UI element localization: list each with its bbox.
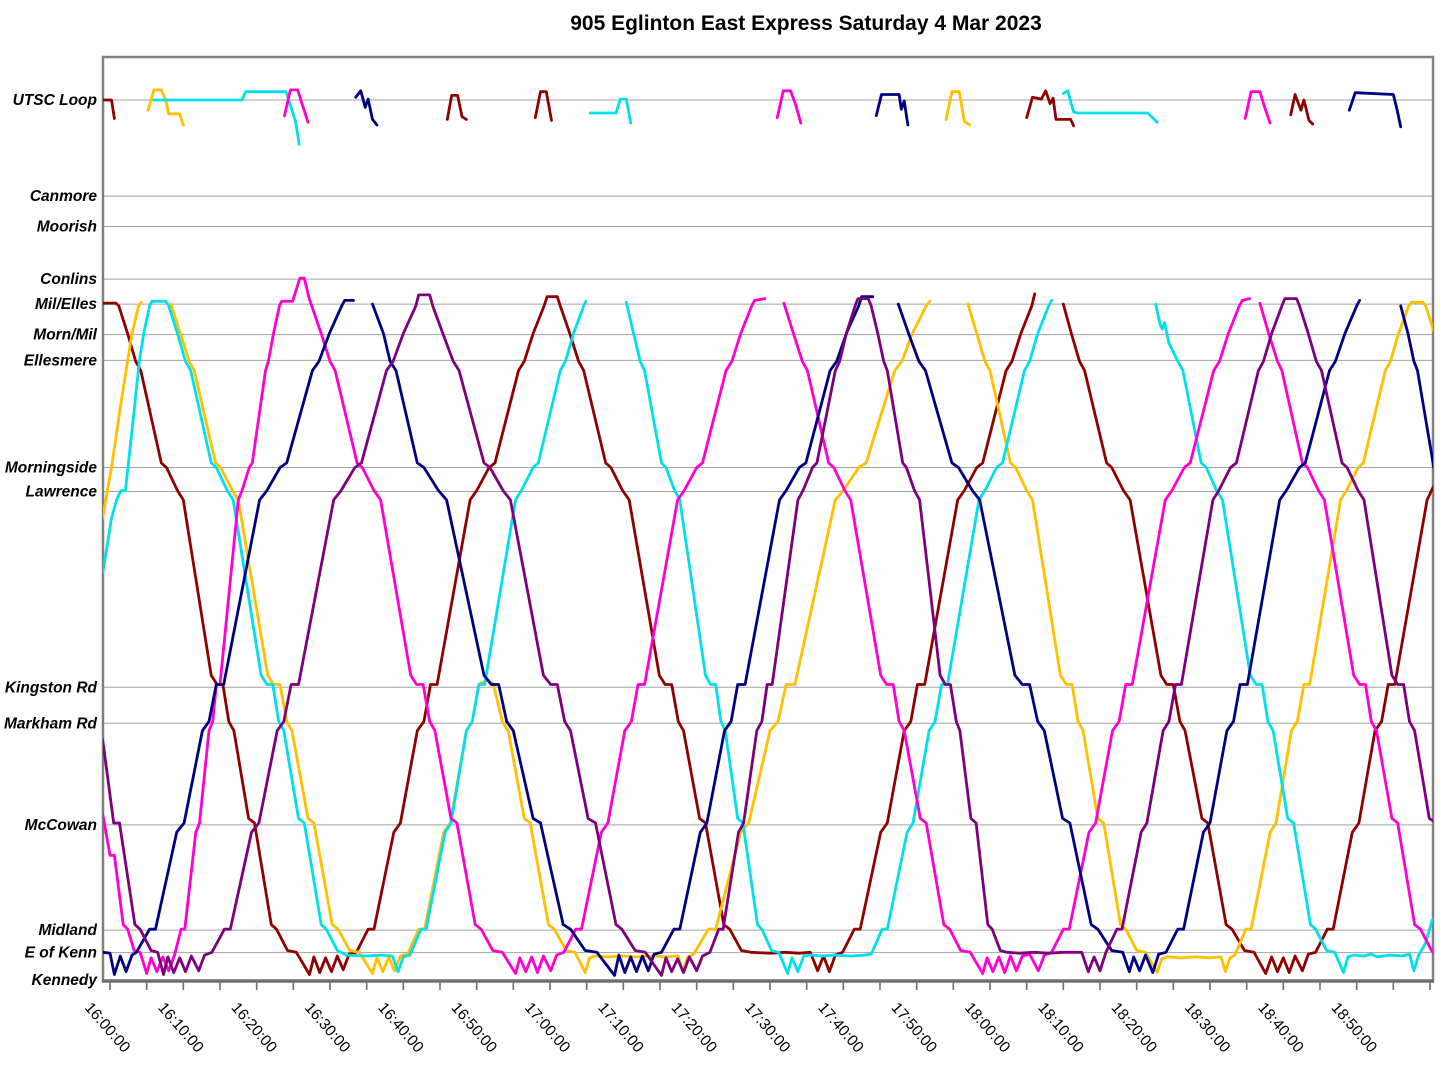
trip-line-bus-maroon [445,94,468,121]
trip-line-bus-cyan [588,97,633,125]
trip-lines-layer [103,88,1433,977]
trip-line-bus-purple [103,293,1433,977]
trip-line-bus-gold [966,300,1433,974]
station-label-utsc-loop: UTSC Loop [13,92,97,109]
time-label: 18:20:00 [1108,999,1161,1056]
time-label: 17:50:00 [888,999,941,1056]
station-label-midland: Midland [38,922,97,939]
time-label: 17:10:00 [594,999,647,1056]
trip-line-bus-navy [896,299,1361,974]
station-label-lawrence: Lawrence [25,484,97,501]
trip-line-bus-gold [944,90,971,127]
trip-line-bus-magenta [782,297,1251,975]
station-label-moorish: Moorish [37,219,97,236]
trip-line-bus-magenta [283,88,310,124]
time-label: 16:10:00 [154,999,207,1056]
time-label: 18:50:00 [1328,999,1381,1056]
station-label-morn-mil: Morn/Mil [33,327,97,344]
station-label-conlins: Conlins [40,271,97,288]
trip-line-bus-maroon [533,90,553,122]
trip-line-bus-maroon [1289,93,1315,126]
trip-line-bus-cyan [103,299,588,974]
time-label: 18:30:00 [1181,999,1234,1056]
station-label-mccowan: McCowan [25,817,97,834]
trip-line-bus-cyan [152,90,301,146]
trip-line-bus-gold [103,300,143,520]
trip-line-bus-gold [146,88,185,127]
trip-line-bus-gold [169,299,932,975]
station-label-mil-elles: Mil/Elles [35,296,97,313]
trip-line-bus-maroon [103,98,116,120]
time-label: 17:20:00 [668,999,721,1056]
trip-line-bus-cyan [624,299,1053,975]
trip-line-bus-navy [874,93,910,127]
time-label: 16:30:00 [301,999,354,1056]
time-label: 17:30:00 [741,999,794,1056]
trip-line-bus-magenta [103,276,767,975]
time-label: 17:40:00 [814,999,867,1056]
time-label: 16:50:00 [448,999,501,1056]
time-label: 16:40:00 [374,999,427,1056]
trip-line-bus-magenta [1243,90,1272,125]
station-label-morningside: Morningside [5,460,98,477]
trip-line-bus-cyan [1061,89,1159,124]
trip-line-bus-navy [371,295,875,977]
time-label: 18:10:00 [1034,999,1087,1056]
trip-line-bus-maroon [1025,89,1075,128]
trip-line-bus-navy [1347,91,1403,129]
trip-line-bus-magenta [775,89,803,125]
time-label: 18:40:00 [1254,999,1307,1056]
time-label: 17:00:00 [521,999,574,1056]
time-label: 16:00:00 [81,999,134,1056]
time-label: 16:20:00 [228,999,281,1056]
station-label-e-of-kenn: E of Kenn [25,945,97,962]
trip-line-bus-maroon [1061,302,1433,975]
station-label-kennedy: Kennedy [32,972,99,989]
trip-line-bus-navy [103,299,355,976]
trip-line-bus-cyan [1154,302,1433,974]
time-label: 18:00:00 [961,999,1014,1056]
chart-title: 905 Eglinton East Express Saturday 4 Mar… [570,12,1042,35]
station-label-ellesmere: Ellesmere [24,352,98,369]
trip-line-bus-maroon [103,292,1037,976]
station-label-markham-rd: Markham Rd [4,715,98,732]
trip-line-bus-navy [354,89,379,127]
station-label-canmore: Canmore [30,188,98,205]
trip-line-bus-navy [1399,304,1433,469]
trip-line-bus-magenta [1258,301,1433,954]
station-label-kingston-rd: Kingston Rd [5,679,98,696]
